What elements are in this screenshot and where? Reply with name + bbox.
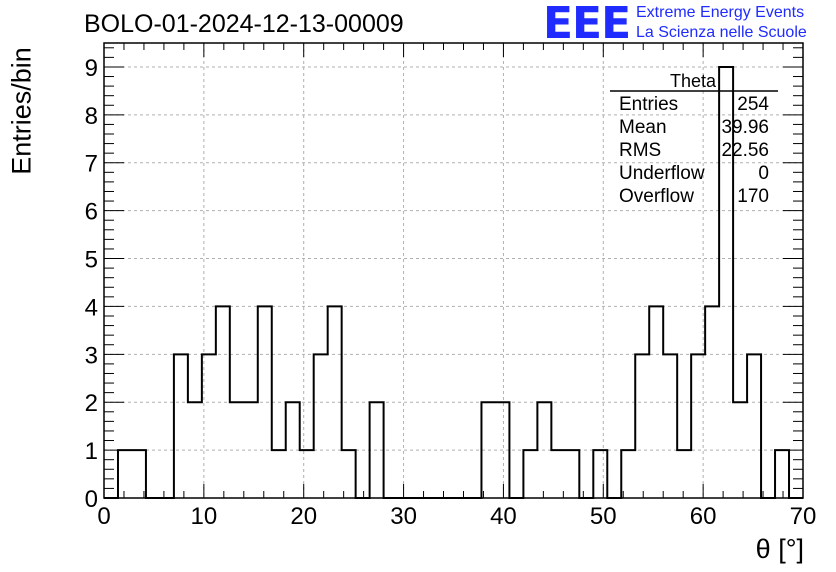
eee-logo: EEE: [543, 0, 631, 49]
y-tick-label: 2: [85, 390, 98, 417]
x-tick-label: 30: [390, 503, 417, 530]
histogram-bin: [258, 306, 272, 498]
stats-row-value: 254: [737, 94, 769, 115]
histogram-bin: [635, 354, 649, 498]
chart-title: BOLO-01-2024-12-13-00009: [84, 10, 404, 38]
histogram-bin: [132, 450, 146, 498]
y-tick-label: 8: [85, 103, 98, 130]
stats-box: Theta Entries 254 Mean 39.96 RMS 22.56 Underflo…: [610, 71, 778, 207]
histogram-bin: [621, 450, 635, 498]
histogram-bin: [314, 354, 328, 498]
histogram-bins: [104, 65, 803, 499]
histogram-bin: [551, 450, 565, 498]
stats-row-name: Entries: [619, 94, 678, 115]
x-tick-label: 0: [97, 503, 110, 530]
eee-logo-line2: La Scienza nelle Scuole: [636, 24, 807, 41]
stats-row-value: 0: [758, 163, 769, 184]
y-tick-label: 7: [85, 151, 98, 178]
y-tick-label: 9: [85, 55, 98, 82]
y-tick-label: 0: [85, 486, 98, 513]
stats-row-value: 22.56: [721, 140, 769, 161]
stats-row-value: 170: [737, 186, 769, 207]
y-tick-label: 3: [85, 342, 98, 369]
x-axis-label: θ [°]: [755, 534, 804, 564]
x-tick-label: 60: [690, 503, 717, 530]
x-tick-label: 50: [590, 503, 617, 530]
x-tick-label: 70: [790, 503, 817, 530]
stats-row-name: Underflow: [619, 163, 705, 184]
x-tick-label: 20: [290, 503, 317, 530]
stats-row-value: 39.96: [721, 117, 769, 138]
histogram-bin: [663, 354, 677, 498]
tick-labels: 0 10 20 30 40 50 60 70 0 1 2 3 4 5 6 7 8 9: [85, 55, 817, 530]
histogram-bin: [677, 450, 691, 498]
histogram-bin: [118, 450, 132, 498]
histogram-bin: [565, 450, 579, 498]
grid-lines: [104, 43, 803, 498]
y-tick-label: 6: [85, 199, 98, 226]
histogram-bin: [216, 306, 230, 498]
stats-title: Theta: [670, 71, 717, 91]
y-tick-label: 4: [85, 294, 98, 321]
histogram-bin: [593, 450, 607, 498]
histogram-bin: [174, 354, 188, 498]
y-tick-label: 5: [85, 247, 98, 274]
y-tick-label: 1: [85, 438, 98, 465]
histogram-bin: [775, 450, 789, 498]
histogram-bin: [747, 354, 761, 498]
stats-row-name: Mean: [619, 117, 667, 138]
stats-row-name: Overflow: [619, 186, 694, 207]
histogram-bin: [342, 450, 356, 498]
plot-frame: [103, 42, 804, 499]
y-axis-label: Entries/bin: [6, 47, 37, 175]
x-tick-label: 40: [490, 503, 517, 530]
histogram-bin: [300, 450, 314, 498]
histogram-outline: [104, 65, 803, 499]
x-tick-label: 10: [191, 503, 218, 530]
histogram-bin: [272, 450, 286, 498]
eee-logo-line1: Extreme Energy Events: [636, 4, 805, 21]
stats-row-name: RMS: [619, 140, 661, 161]
histogram-bin: [523, 450, 537, 498]
axes-frame: [103, 42, 804, 499]
